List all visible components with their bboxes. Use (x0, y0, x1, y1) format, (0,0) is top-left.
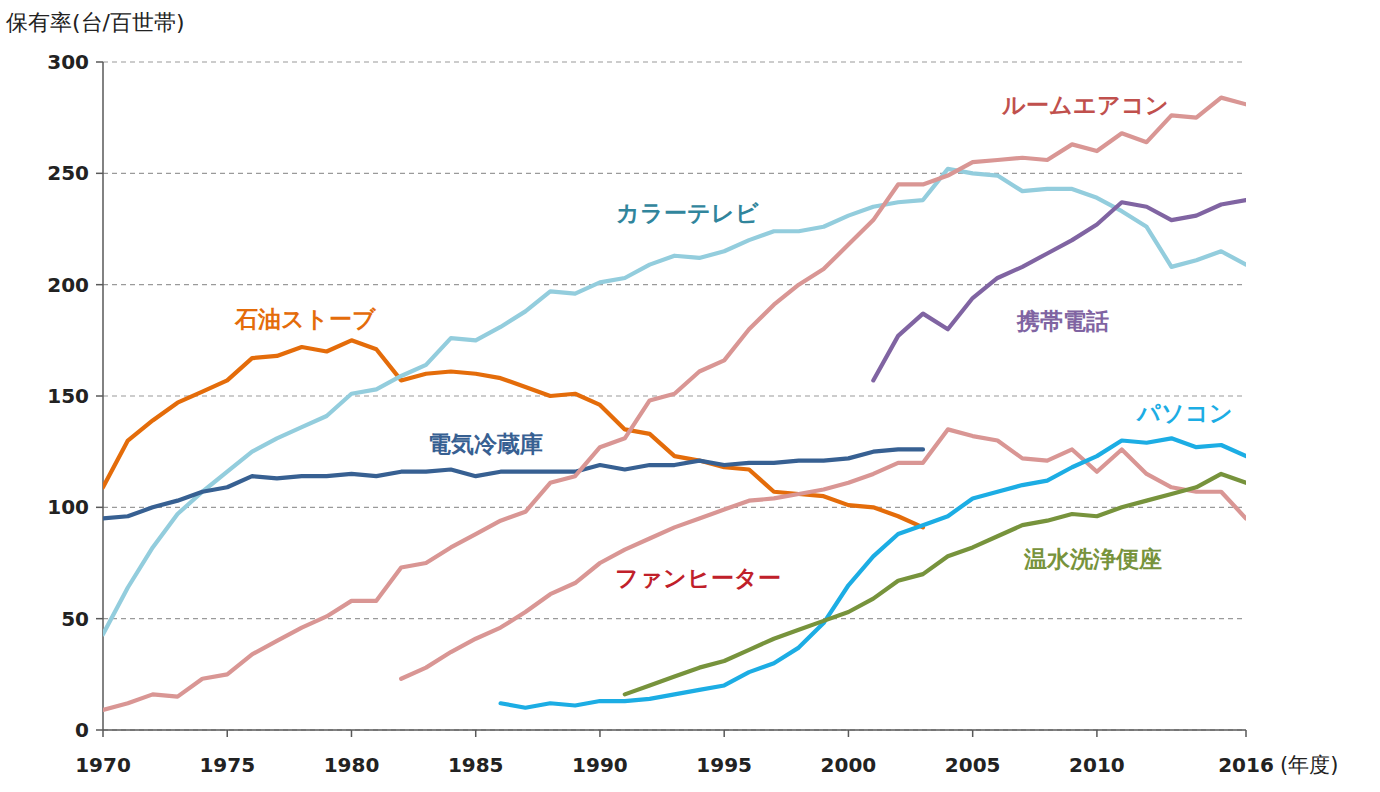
y-tick (96, 729, 103, 731)
series-label: 電気冷蔵庫 (428, 431, 543, 457)
y-tick-label: 300 (47, 50, 89, 74)
series-line (103, 449, 923, 518)
x-tick (599, 730, 601, 737)
x-tick (1096, 730, 1098, 737)
series-line (873, 200, 1246, 380)
x-axis (103, 729, 1246, 731)
x-tick-label: 2016 (1218, 753, 1274, 777)
series-line (401, 429, 1246, 678)
y-tick (96, 284, 103, 286)
series-line (103, 340, 923, 527)
y-tick-label: 0 (75, 718, 89, 742)
y-tick (96, 507, 103, 509)
x-tick-label: 1985 (448, 753, 504, 777)
x-tick (1245, 730, 1247, 737)
y-tick (96, 61, 103, 63)
series-labels: 石油ストーブ カラーテレビ電気冷蔵庫 ルームエアコンファンヒーター 携帯電話パソコン温… (234, 92, 1234, 591)
x-tick (723, 730, 725, 737)
grid-line (103, 618, 1246, 619)
series-line (103, 98, 1246, 710)
chart-svg: 0 50 100 150 200 250 300 1970 1975 1980 1985 1990 19… (0, 0, 1380, 792)
x-tick (475, 730, 477, 737)
y-tick-label: 100 (47, 495, 89, 519)
y-tick (96, 618, 103, 620)
x-tick (102, 730, 104, 737)
y-axis-title: 保有率(台/百世帯) (6, 10, 185, 35)
chart-container: 0 50 100 150 200 250 300 1970 1975 1980 1985 1990 19… (0, 0, 1380, 792)
grid-line (103, 61, 1246, 62)
y-tick (96, 173, 103, 175)
series-label: ルームエアコン (1001, 92, 1169, 118)
series-line (501, 438, 1246, 707)
grid: 0 50 100 150 200 250 300 (47, 50, 1246, 742)
series-label: 携帯電話 (1016, 308, 1109, 334)
y-tick (96, 395, 103, 397)
series-label: カラーテレビ (616, 200, 759, 226)
y-tick-label: 150 (47, 384, 89, 408)
series-line (103, 169, 1246, 634)
x-tick-label: 1970 (75, 753, 131, 777)
x-tick-label: 1975 (199, 753, 255, 777)
x-tick (226, 730, 228, 737)
grid-line (103, 507, 1246, 508)
series-label: 石油ストーブ (234, 306, 377, 332)
series-label: 温水洗浄便座 (1023, 546, 1162, 572)
x-axis-title: (年度) (1280, 753, 1338, 777)
x-tick (351, 730, 353, 737)
x-tick (848, 730, 850, 737)
y-tick-label: 250 (47, 161, 89, 185)
y-tick-label: 200 (47, 273, 89, 297)
x-tick-label: 1980 (324, 753, 380, 777)
x-tick (972, 730, 974, 737)
x-tick-label: 1995 (696, 753, 752, 777)
x-tick-label: 1990 (572, 753, 628, 777)
lines (103, 98, 1246, 710)
series-label: ファンヒーター (615, 565, 781, 591)
x-tick-label: 2010 (1069, 753, 1125, 777)
grid-line (103, 284, 1246, 285)
y-tick-label: 50 (61, 607, 89, 631)
x-tick-label: 2000 (821, 753, 877, 777)
grid-line (103, 729, 1246, 730)
series-label: パソコン (1135, 400, 1233, 426)
x-tick-label: 2005 (945, 753, 1001, 777)
grid-line (103, 173, 1246, 174)
